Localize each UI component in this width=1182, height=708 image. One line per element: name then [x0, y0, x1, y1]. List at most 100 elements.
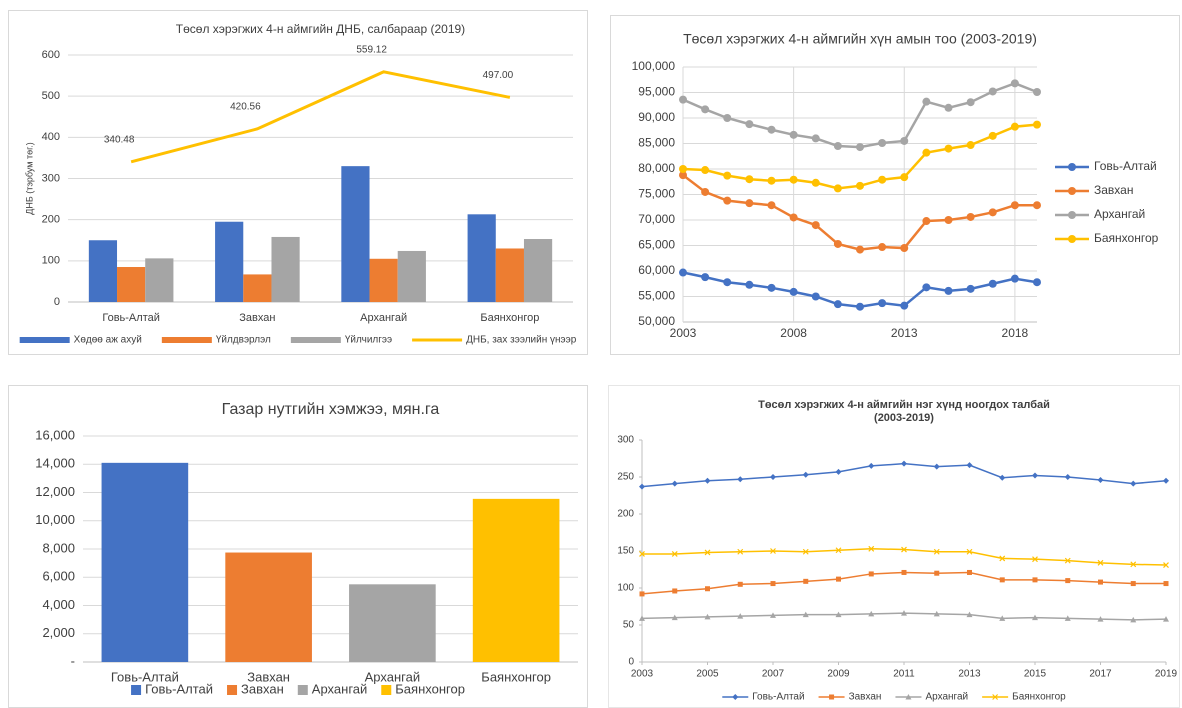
- point: [835, 547, 842, 554]
- legend-label: Архангай: [1094, 207, 1145, 221]
- point: [944, 216, 953, 224]
- x-tick-label: Баянхонгор: [481, 669, 551, 684]
- point: [701, 105, 710, 114]
- point: [737, 476, 744, 483]
- point: [1033, 87, 1041, 96]
- legend-label: Завхан: [241, 681, 284, 696]
- legend-label: Завхан: [849, 692, 882, 703]
- point: [811, 134, 820, 143]
- bar: [101, 462, 189, 662]
- y-tick-label: 200: [617, 509, 634, 520]
- chart-panel: Төсөл хэрэгжих 4-н аймгийн ДНБ, салбараа…: [8, 10, 588, 355]
- y-tick-label: 0: [628, 657, 634, 668]
- legend-swatch: [381, 685, 392, 695]
- point: [1130, 561, 1137, 568]
- line: [130, 70, 511, 164]
- y-tick-label: 0: [54, 296, 60, 308]
- bar: [117, 267, 146, 302]
- y-tick-label: -: [71, 653, 75, 668]
- x-tick-label: 2005: [696, 669, 719, 680]
- point: [868, 571, 874, 577]
- data-label: 497.00: [483, 70, 514, 81]
- y-tick-label: 200: [42, 214, 60, 226]
- point: [789, 287, 798, 296]
- point: [933, 463, 940, 470]
- legend-label: Баянхонгор: [395, 681, 465, 696]
- data-label: 420.56: [230, 102, 261, 113]
- point: [1068, 187, 1076, 195]
- point: [767, 125, 776, 134]
- x-tick-label: 2011: [893, 669, 915, 680]
- legend-label: Үйлдвэрлэл: [216, 335, 271, 346]
- point: [737, 581, 743, 587]
- point: [1064, 474, 1071, 480]
- legend-label: Хөдөө аж ахуй: [74, 335, 142, 346]
- point: [900, 244, 909, 253]
- legend-label: Баянхонгор: [1094, 231, 1159, 245]
- point: [856, 302, 864, 311]
- point: [701, 187, 710, 196]
- point: [1064, 557, 1071, 564]
- legend-label: Говь-Алтай: [752, 692, 804, 703]
- point: [878, 175, 887, 184]
- point: [701, 273, 710, 282]
- point: [922, 283, 931, 292]
- y-tick-label: 60,000: [638, 263, 675, 277]
- y-tick-label: 600: [42, 49, 60, 61]
- y-tick-label: 250: [617, 472, 634, 483]
- point: [868, 545, 875, 552]
- point: [900, 136, 909, 145]
- x-tick-label: Говь-Алтай: [111, 669, 179, 684]
- point: [856, 181, 864, 190]
- x-tick-label: Завхан: [247, 669, 290, 684]
- point: [878, 299, 887, 308]
- point: [833, 239, 842, 248]
- point: [1010, 274, 1019, 283]
- x-tick-label: 2008: [780, 326, 807, 340]
- y-tick-label: 50: [623, 620, 635, 631]
- y-tick-label: 65,000: [638, 238, 675, 252]
- point: [811, 178, 820, 187]
- point: [967, 569, 972, 575]
- point: [966, 98, 975, 107]
- panel-border: [8, 10, 588, 355]
- point: [833, 142, 842, 151]
- data-label: 559.12: [356, 44, 387, 55]
- point: [639, 591, 645, 597]
- point: [1163, 616, 1169, 622]
- point: [934, 570, 940, 576]
- point: [944, 286, 953, 295]
- y-tick-label: 12,000: [35, 484, 75, 499]
- point: [679, 268, 687, 277]
- point: [789, 213, 798, 222]
- legend-label: Говь-Алтай: [145, 681, 213, 696]
- point: [723, 278, 732, 287]
- legend-swatch: [297, 685, 308, 695]
- x-tick-label: 2003: [670, 326, 697, 340]
- point: [1130, 581, 1136, 587]
- point: [1068, 235, 1076, 243]
- point: [835, 468, 842, 475]
- panel-border: [610, 15, 1180, 355]
- legend-label: Баянхонгор: [1012, 692, 1066, 703]
- x-tick-label: 2003: [631, 669, 654, 680]
- point: [737, 613, 744, 619]
- legend-label: Архангай: [925, 692, 968, 703]
- x-tick-label: 2009: [827, 669, 850, 680]
- x-tick-label: 2013: [891, 326, 918, 340]
- bar: [472, 498, 560, 662]
- y-tick-label: 300: [42, 172, 60, 184]
- point: [802, 548, 809, 555]
- point: [966, 141, 975, 150]
- x-tick-label: 2017: [1089, 669, 1112, 680]
- y-tick-label: 4,000: [42, 597, 75, 612]
- bar: [88, 240, 118, 302]
- point: [992, 694, 999, 700]
- point: [745, 175, 754, 184]
- chart-title: Төсөл хэрэгжих 4-н аймгийн ДНБ, салбараа…: [176, 22, 465, 36]
- point: [802, 471, 809, 478]
- point: [999, 615, 1006, 621]
- legend-label: Үйлчилгээ: [345, 335, 392, 346]
- point: [966, 462, 973, 469]
